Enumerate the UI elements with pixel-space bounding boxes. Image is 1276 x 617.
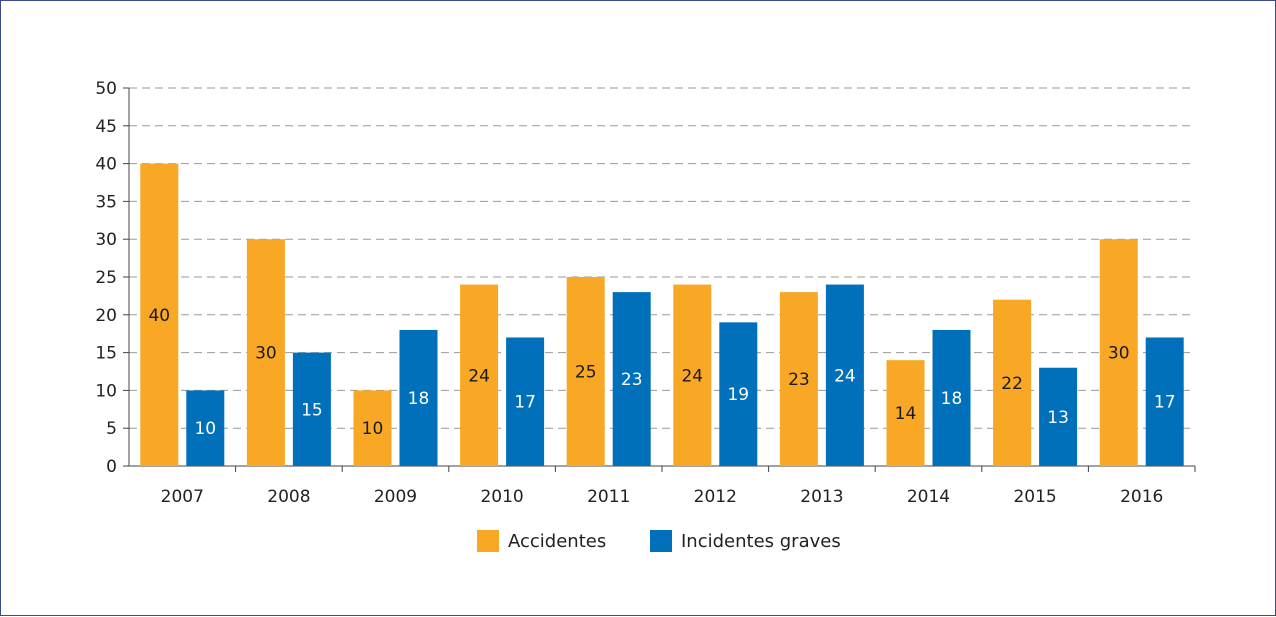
data-labels: 40 10 30 15 10 18 24 17 25 23 24 19 23 24 14 18 22 13 30 17 [148,306,1175,439]
bar-incidentes-graves-2012 [719,322,758,466]
y-tick-label-30: 30 [95,230,117,250]
bar-incidentes-graves-2007 [186,390,225,466]
y-tick-label-15: 15 [95,344,117,364]
bar-incidentes-graves-2009 [399,329,438,466]
y-tick-label-45: 45 [95,117,117,137]
data-label-accidentes-2011: 25 [575,363,597,383]
data-label-accidentes-2008: 30 [255,344,277,364]
x-tick-label-2016: 2016 [1120,487,1163,507]
bar-accidentes-2016 [1099,239,1138,466]
bar-accidentes-2007 [140,163,179,466]
x-tick-label-2012: 2012 [694,487,737,507]
x-tick-label-2010: 2010 [480,487,523,507]
data-label-incidentes-graves-2011: 23 [621,370,643,390]
y-tick-label-40: 40 [95,155,117,175]
data-label-incidentes-graves-2010: 17 [514,393,536,413]
data-label-accidentes-2014: 14 [895,404,917,424]
y-tick-label-25: 25 [95,268,117,288]
x-tick-label-2015: 2015 [1013,487,1056,507]
x-tick-label-2011: 2011 [587,487,630,507]
bar-incidentes-graves-2008 [292,352,331,466]
legend: Accidentes Incidentes graves [477,530,841,552]
data-label-incidentes-graves-2015: 13 [1047,408,1069,428]
x-tick-label-2007: 2007 [161,487,204,507]
data-label-accidentes-2013: 23 [788,370,810,390]
legend-swatch-accidentes [477,530,499,552]
bar-incidentes-graves-2013 [825,284,864,466]
bar-incidentes-graves-2014 [932,329,971,466]
data-label-incidentes-graves-2008: 15 [301,400,323,420]
legend-label-incidentes-graves: Incidentes graves [681,531,841,552]
bar-incidentes-graves-2010 [506,337,545,466]
bar-incidentes-graves-2011 [612,292,651,466]
data-label-incidentes-graves-2009: 18 [408,389,430,409]
data-label-accidentes-2010: 24 [468,366,490,386]
bar-accidentes-2013 [779,292,818,466]
data-label-accidentes-2012: 24 [681,366,703,386]
x-tick-label-2014: 2014 [907,487,950,507]
data-label-incidentes-graves-2013: 24 [834,366,856,386]
bar-accidentes-2015 [993,299,1032,466]
y-tick-label-20: 20 [95,306,117,326]
bar-incidentes-graves-2016 [1145,337,1184,466]
legend-label-accidentes: Accidentes [508,531,606,552]
data-label-incidentes-graves-2014: 18 [941,389,963,409]
axes: 0 5 10 15 20 25 30 35 40 45 50 2007 2008 2009 2010 2011… [95,79,1196,507]
x-tick-label-2013: 2013 [800,487,843,507]
bar-accidentes-2011 [566,277,605,466]
bar-accidentes-2009 [353,390,392,466]
data-label-incidentes-graves-2007: 10 [194,419,216,439]
y-tick-label-0: 0 [106,457,117,477]
y-tick-label-50: 50 [95,79,117,99]
data-label-accidentes-2016: 30 [1108,344,1130,364]
data-label-accidentes-2009: 10 [362,419,384,439]
gridlines [129,87,1195,429]
y-tick-label-10: 10 [95,381,117,401]
bar-accidentes-2012 [673,284,712,466]
data-label-incidentes-graves-2012: 19 [727,385,749,405]
data-label-incidentes-graves-2016: 17 [1154,393,1176,413]
bar-accidentes-2010 [460,284,499,466]
data-label-accidentes-2007: 40 [148,306,170,326]
bar-accidentes-2008 [246,239,285,466]
data-label-accidentes-2015: 22 [1001,374,1023,394]
y-tick-label-5: 5 [106,419,117,439]
bar-incidentes-graves-2015 [1039,367,1078,466]
legend-swatch-incidentes-graves [650,530,672,552]
bars [140,163,1184,466]
x-tick-label-2009: 2009 [374,487,417,507]
bar-accidentes-2014 [886,360,925,466]
y-tick-label-35: 35 [95,192,117,212]
x-tick-label-2008: 2008 [267,487,310,507]
